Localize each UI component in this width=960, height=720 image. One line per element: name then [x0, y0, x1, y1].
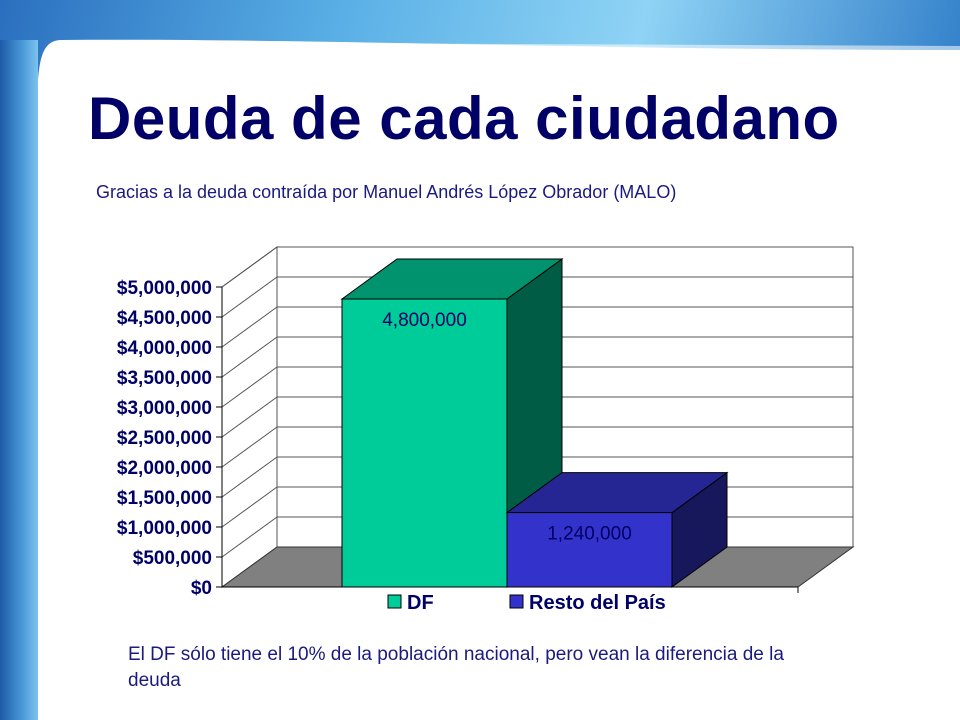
y-tick-label: $5,000,000 [117, 278, 212, 299]
y-tick-label: $3,000,000 [117, 398, 212, 419]
legend-swatch [509, 594, 524, 609]
y-tick-label: $4,500,000 [117, 308, 212, 329]
gridline [221, 396, 278, 438]
footnote: El DF sólo tiene el 10% de la población … [128, 644, 784, 691]
gridline [221, 366, 278, 408]
bar [341, 298, 508, 588]
y-tick-label: $0 [191, 578, 212, 599]
legend-label: Resto del País [529, 592, 666, 614]
legend-label: DF [407, 592, 434, 614]
y-tick-label: $3,500,000 [117, 368, 212, 389]
legend-swatch [387, 594, 402, 609]
data-label: 4,800,000 [382, 310, 467, 331]
slide-title: Deuda de cada ciudadano [88, 85, 840, 152]
y-tick-label: $1,000,000 [117, 518, 212, 539]
y-tick-label: $500,000 [133, 548, 212, 569]
gridline [221, 426, 278, 468]
y-tick-label: $2,000,000 [117, 458, 212, 479]
y-tick-label: $2,500,000 [117, 428, 212, 449]
gridline [221, 336, 278, 378]
gridline [221, 516, 278, 558]
gridline [221, 276, 278, 318]
gridline [221, 486, 278, 528]
bar [506, 512, 673, 588]
gridline [221, 456, 278, 498]
slide-subtitle: Gracias a la deuda contraída por Manuel … [96, 182, 677, 202]
gridline [221, 246, 278, 288]
y-tick-label: $1,500,000 [117, 488, 212, 509]
data-label: 1,240,000 [547, 524, 632, 545]
y-tick-label: $4,000,000 [117, 338, 212, 359]
gridline [221, 306, 278, 348]
